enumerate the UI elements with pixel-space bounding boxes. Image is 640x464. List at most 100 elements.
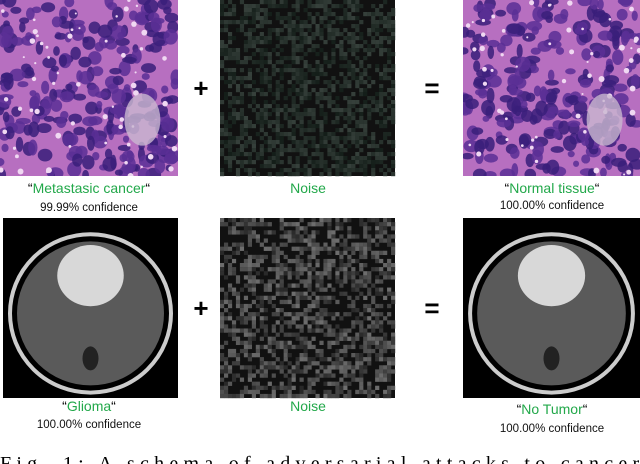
noise-pixel (259, 112, 264, 117)
noise-pixel (299, 144, 304, 149)
noise-pixel (247, 36, 253, 41)
noise-pixel (295, 76, 300, 81)
noise-pixel (391, 140, 396, 145)
noise-pixel (283, 340, 288, 346)
noise-pixel (363, 120, 368, 125)
noise-pixel (315, 287, 320, 292)
noise-pixel (227, 254, 233, 260)
noise-pixel (295, 4, 300, 9)
noise-pixel (303, 279, 308, 284)
noise-pixel (311, 72, 316, 77)
noise-pixel (247, 263, 253, 268)
noise-pixel (291, 136, 296, 141)
nucleus (5, 126, 15, 140)
plus-sign: + (193, 73, 208, 103)
noise-pixel (299, 88, 304, 93)
noise-pixel (367, 104, 372, 109)
noise-pixel (363, 100, 368, 105)
noise-pixel (263, 295, 268, 301)
noise-pixel (379, 36, 384, 41)
noise-pixel (311, 152, 316, 157)
noise-pixel (287, 56, 292, 61)
noise-pixel (367, 116, 372, 121)
noise-pixel (271, 144, 276, 149)
nucleus (509, 147, 520, 159)
noise-pixel (279, 369, 284, 374)
noise-pixel (287, 230, 292, 235)
noise-pixel (227, 168, 233, 173)
noise-pixel (387, 76, 392, 81)
noise-pixel (383, 124, 388, 129)
noise-pixel (231, 52, 237, 57)
noise-pixel (283, 222, 288, 227)
noise-pixel (220, 60, 225, 65)
noise-pixel (331, 136, 336, 141)
noise-pixel (243, 40, 249, 45)
noise-pixel (223, 393, 229, 399)
noise-pixel (271, 4, 276, 9)
noise-pixel (239, 303, 245, 309)
noise-pixel (387, 234, 392, 239)
noise-pixel (223, 258, 229, 264)
noise-pixel (307, 254, 312, 260)
noise-pixel (251, 365, 256, 370)
nucleus (82, 169, 89, 176)
noise-pixel (335, 128, 340, 133)
noise-pixel (343, 336, 348, 341)
noise-pixel (379, 72, 384, 77)
noise-pixel (235, 160, 241, 165)
noise-pixel (375, 377, 380, 382)
noise-pixel (339, 156, 344, 161)
noise-pixel (243, 56, 249, 61)
noise-pixel (295, 68, 300, 73)
noise-pixel (291, 332, 296, 337)
noise-pixel (295, 303, 300, 309)
noise-pixel (303, 336, 308, 341)
noise-pixel (363, 303, 368, 309)
nucleus (603, 75, 620, 85)
noise-pixel (383, 226, 388, 231)
stroma (31, 76, 37, 82)
nucleus (567, 150, 575, 158)
noise-pixel (295, 112, 300, 117)
noise-pixel (299, 238, 304, 243)
noise-pixel (307, 361, 312, 366)
noise-pixel (235, 60, 241, 65)
noise-pixel (247, 254, 253, 260)
noise-pixel (235, 76, 241, 81)
noise-pixel (347, 16, 352, 21)
noise-pixel (363, 12, 368, 17)
noise-pixel (231, 250, 237, 256)
noise-pixel (315, 393, 320, 399)
nucleus (509, 88, 524, 96)
nucleus (507, 74, 519, 89)
noise-pixel (275, 96, 280, 101)
nucleus (53, 46, 60, 56)
noise-pixel (351, 4, 356, 9)
noise-pixel (383, 373, 388, 378)
noise-pixel (383, 72, 388, 77)
noise-pixel (243, 385, 249, 391)
noise-pixel (315, 361, 320, 366)
noise-pixel (231, 4, 237, 9)
noise-pixel (227, 287, 233, 292)
noise-pixel (279, 148, 284, 153)
noise-pixel (311, 377, 316, 382)
noise-pixel (351, 8, 356, 13)
nucleus (60, 110, 69, 120)
noise-pixel (379, 168, 384, 173)
noise-pixel (331, 238, 336, 243)
noise-pixel (287, 120, 292, 125)
noise-pixel (375, 353, 380, 358)
noise-pixel (243, 320, 249, 325)
noise-pixel (279, 152, 284, 157)
nucleus (581, 154, 591, 164)
noise-pixel (367, 12, 372, 17)
noise-pixel (375, 100, 380, 105)
noise-pixel (259, 164, 264, 169)
noise-pixel (363, 271, 368, 276)
noise-pixel (283, 287, 288, 292)
noise-pixel (259, 60, 264, 65)
noise-pixel (231, 76, 237, 81)
noise-pixel (279, 84, 284, 89)
